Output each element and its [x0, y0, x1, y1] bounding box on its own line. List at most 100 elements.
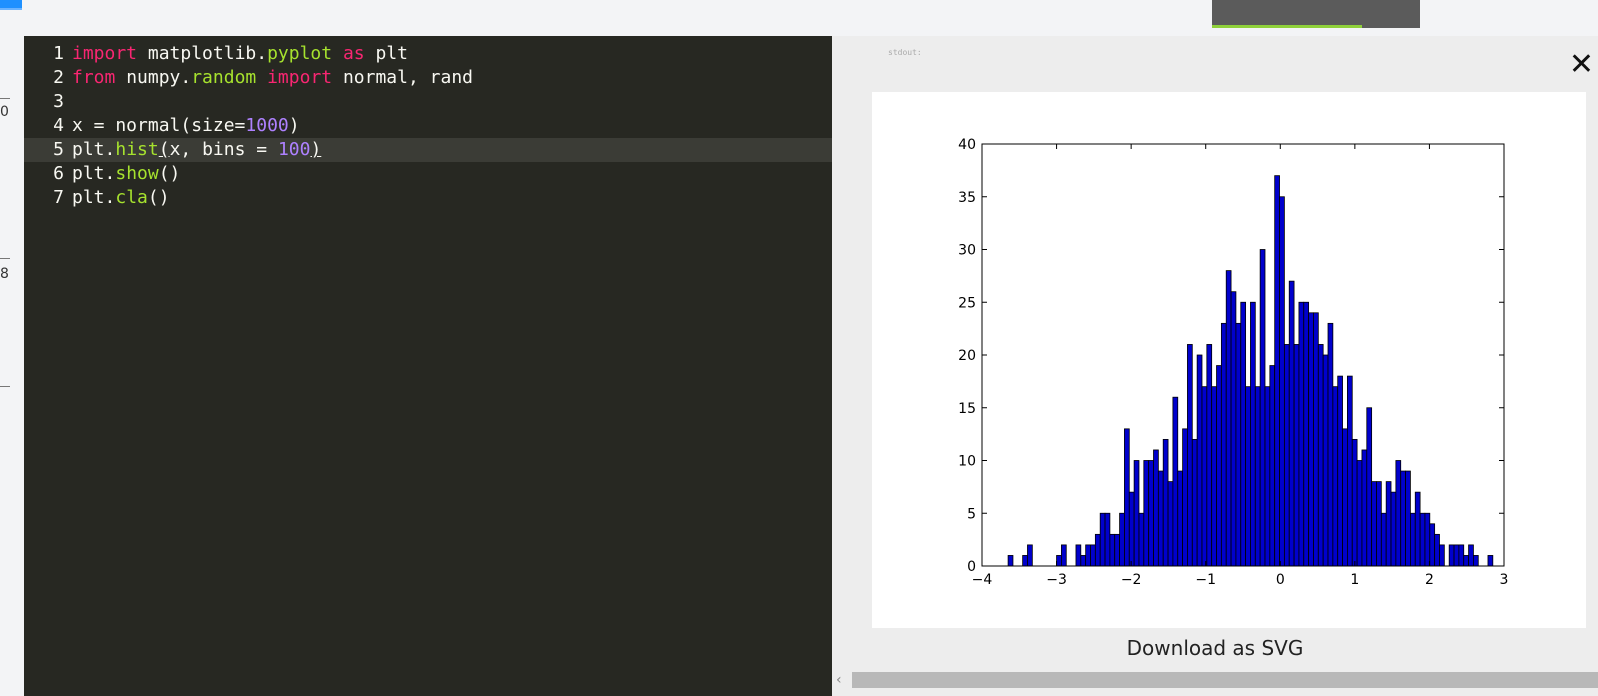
histogram-bar — [1119, 512, 1125, 567]
scroll-left-icon[interactable]: ‹ — [836, 672, 842, 688]
code-line[interactable]: 5 plt.hist(x, bins = 100) — [24, 138, 832, 162]
histogram-bar — [1448, 544, 1455, 567]
histogram-bar — [1007, 555, 1014, 567]
histogram-bar — [1274, 175, 1280, 567]
histogram-bar — [1206, 344, 1213, 567]
histogram-bar — [1400, 470, 1406, 567]
histogram-bar — [1109, 533, 1116, 567]
code-token: ( — [158, 139, 170, 160]
histogram-bar — [1114, 533, 1120, 567]
scrollbar-thumb[interactable] — [852, 672, 1598, 688]
line-number: 1 — [53, 43, 64, 64]
histogram-bar — [1337, 375, 1343, 567]
code-token: from — [72, 67, 116, 88]
code-token — [332, 43, 343, 64]
code-line[interactable]: 1 import matplotlib.pyplot as plt — [24, 42, 832, 66]
y-tick-label: 5 — [967, 506, 976, 522]
code-token: 1000 — [245, 115, 289, 136]
histogram-bar — [1342, 428, 1348, 567]
histogram-bar — [1177, 470, 1183, 567]
histogram-bar — [1157, 470, 1164, 567]
histogram-bar — [1191, 438, 1198, 567]
left-gutter: 0 8 — [0, 36, 24, 696]
gutter-number: 8 — [0, 266, 9, 282]
code-line[interactable]: 2 from numpy.random import normal, rand — [24, 66, 832, 90]
histogram-bar — [1458, 544, 1465, 567]
histogram-bar — [1250, 301, 1256, 567]
code-line[interactable]: 7 plt.cla() — [24, 186, 832, 210]
x-tick-label: −4 — [972, 572, 993, 588]
histogram-bar — [1327, 322, 1334, 567]
histogram-bar — [1279, 196, 1285, 567]
code-token: numpy. — [115, 67, 192, 88]
histogram-bar — [1390, 491, 1397, 567]
x-tick-label: −2 — [1121, 572, 1142, 588]
histogram-bar — [1269, 365, 1276, 567]
histogram-bar — [1332, 386, 1339, 567]
histogram-bar — [1220, 322, 1227, 567]
histogram-bar — [1453, 544, 1460, 567]
histogram-bar — [1196, 354, 1203, 567]
histogram-bar — [1162, 438, 1169, 567]
histogram-bar — [1167, 481, 1174, 567]
code-editor[interactable]: 1 import matplotlib.pyplot as plt 2 from nu… — [24, 36, 832, 696]
y-tick-label: 25 — [958, 295, 976, 311]
histogram-bar — [1225, 270, 1232, 567]
code-line[interactable]: 6 plt.show() — [24, 162, 832, 186]
y-tick-label: 15 — [958, 401, 976, 417]
histogram-bar — [1424, 512, 1431, 567]
line-number: 7 — [53, 187, 64, 208]
histogram-bar — [1322, 354, 1329, 567]
code-token: ) — [310, 139, 322, 160]
histogram-bar — [1351, 438, 1358, 567]
code-line[interactable]: 4 x = normal(size=1000) — [24, 114, 832, 138]
histogram-bar — [1303, 301, 1310, 567]
x-tick-label: −1 — [1195, 572, 1216, 588]
histogram-bar — [1487, 555, 1494, 567]
top-tab[interactable] — [1212, 0, 1420, 28]
histogram-bar — [1056, 555, 1062, 567]
histogram-bar — [1468, 544, 1474, 567]
y-tick-label: 0 — [967, 559, 976, 575]
histogram-bar — [1264, 386, 1271, 567]
histogram-bar — [1153, 449, 1159, 567]
histogram-bar — [1022, 555, 1028, 567]
code-token: as — [342, 43, 365, 64]
histogram-bar — [1061, 544, 1067, 567]
histogram-bar — [1313, 312, 1319, 567]
histogram-bar — [1133, 460, 1140, 567]
histogram-bar — [1463, 555, 1469, 567]
gutter-number: 0 — [0, 104, 9, 120]
histogram-bar — [1317, 344, 1324, 567]
histogram-bar — [1128, 491, 1135, 567]
histogram-bar — [1138, 512, 1145, 567]
histogram-bar — [1376, 481, 1382, 567]
code-token: import — [72, 43, 138, 64]
histogram-bar — [1410, 512, 1416, 567]
top-bar — [0, 0, 1598, 36]
histogram-bar — [1085, 544, 1091, 567]
download-svg-link[interactable]: Download as SVG — [1126, 636, 1304, 660]
histogram-bar — [1187, 344, 1193, 567]
histogram-bar — [1245, 386, 1251, 567]
histogram-bar — [1405, 470, 1411, 567]
code-token: show — [115, 163, 159, 184]
stdout-label: stdout: — [888, 48, 922, 57]
code-token: cla — [115, 187, 148, 208]
code-token: pyplot — [267, 43, 333, 64]
histogram-bar — [1419, 512, 1426, 567]
code-token: plt. — [72, 139, 116, 160]
close-icon[interactable]: ✕ — [1568, 47, 1594, 82]
histogram-bar — [1240, 301, 1247, 567]
histogram-bar — [1027, 544, 1033, 567]
histogram-bar — [1259, 249, 1266, 567]
histogram-bar — [1148, 460, 1154, 567]
code-token: () — [147, 187, 170, 208]
horizontal-scrollbar[interactable]: ‹ — [832, 670, 1598, 690]
code-line[interactable]: 3 — [24, 90, 832, 114]
app-accent-stripe — [0, 0, 22, 8]
code-token: plt. — [72, 187, 116, 208]
histogram-bar — [1346, 375, 1353, 567]
code-token: x = normal(size= — [72, 115, 246, 136]
